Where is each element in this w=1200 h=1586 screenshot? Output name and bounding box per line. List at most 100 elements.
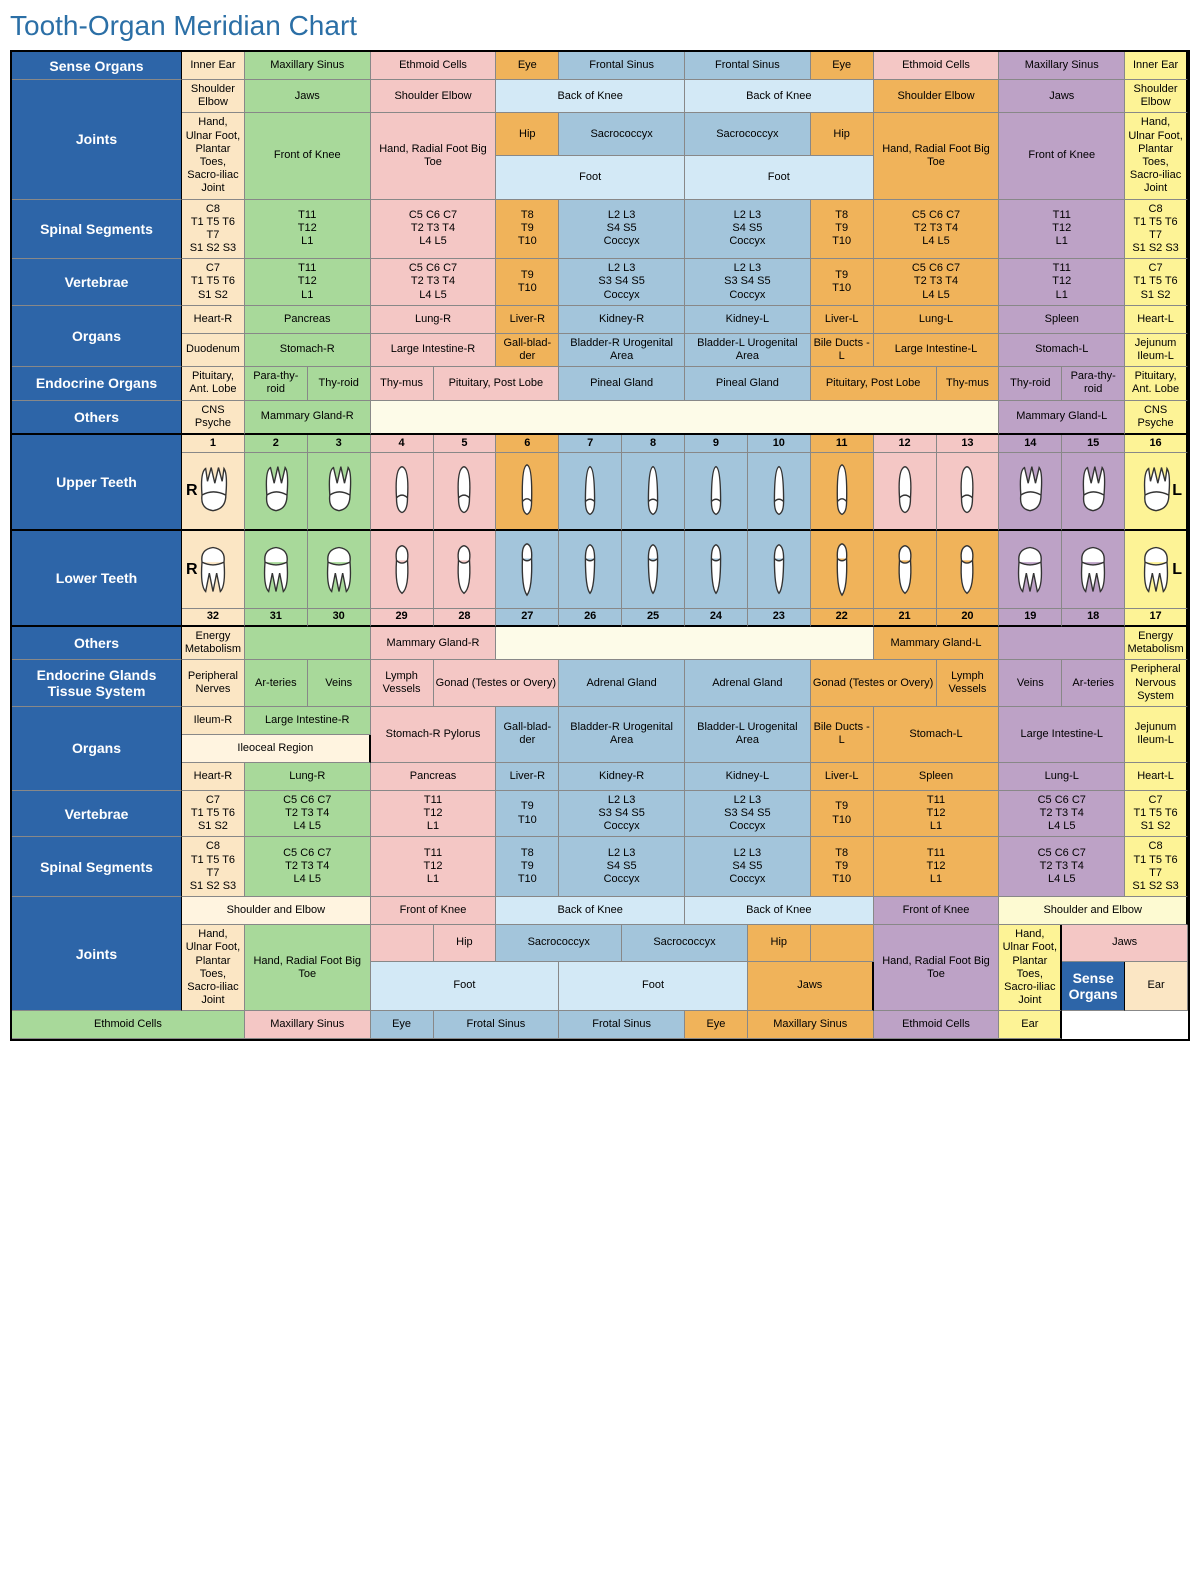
data-cell: Foot (685, 156, 874, 199)
data-cell: Heart-L (1125, 763, 1188, 791)
tooth-number: 9 (685, 435, 748, 453)
data-cell: Peripheral Nervous System (1125, 660, 1188, 707)
row-label: Others (12, 627, 182, 660)
data-cell: Hand, Ulnar Foot, Plantar Toes, Sacro-il… (999, 925, 1062, 1011)
data-cell: Large Intestine-R (371, 334, 497, 367)
data-cell: C8T1 T5 T6 T7S1 S2 S3 (1125, 837, 1188, 897)
data-cell: Mammary Gland-R (245, 401, 371, 435)
tooth-icon (811, 531, 874, 609)
data-cell: Sacrococcyx (559, 113, 685, 156)
data-cell: Pineal Gland (685, 367, 811, 400)
data-cell: Frontal Sinus (559, 52, 685, 80)
data-cell: C5 C6 C7T2 T3 T4L4 L5 (245, 791, 371, 838)
data-cell: Ear (999, 1011, 1062, 1039)
data-cell: Liver-R (496, 306, 559, 334)
tooth-number: 26 (559, 609, 622, 627)
data-cell: T11T12L1 (999, 200, 1125, 260)
data-cell: Adrenal Gland (685, 660, 811, 707)
data-cell: Eye (685, 1011, 748, 1039)
tooth-number: 3 (308, 435, 371, 453)
tooth-number: 28 (434, 609, 497, 627)
data-cell: C8T1 T5 T6 T7S1 S2 S3 (182, 200, 245, 260)
data-cell: T11T12L1 (874, 837, 1000, 897)
row-label: Endocrine Glands Tissue System (12, 660, 182, 707)
data-cell: Frontal Sinus (685, 52, 811, 80)
data-cell: Heart-R (182, 763, 245, 791)
data-cell: Lung-L (874, 306, 1000, 334)
data-cell: Maxillary Sinus (245, 1011, 371, 1039)
row-label: Organs (12, 707, 182, 791)
data-cell: Foot (371, 962, 560, 1012)
data-cell: Ethmoid Cells (12, 1011, 245, 1039)
data-cell: Kidney-L (685, 306, 811, 334)
data-cell: C7T1 T5 T6S1 S2 (182, 259, 245, 306)
data-cell: L2 L3S3 S4 S5Coccyx (559, 791, 685, 838)
data-cell: Back of Knee (685, 80, 874, 113)
data-cell: Bile Ducts -L (811, 334, 874, 367)
data-cell: Large Intestine-R (245, 707, 371, 735)
data-cell: Para-thy-roid (245, 367, 308, 400)
data-cell: Veins (999, 660, 1062, 707)
data-cell: Back of Knee (496, 80, 685, 113)
tooth-icon (811, 453, 874, 531)
data-cell: Heart-R (182, 306, 245, 334)
data-cell: Bladder-R Urogenital Area (559, 334, 685, 367)
tooth-icon (685, 453, 748, 531)
data-cell: L2 L3S4 S5Coccyx (559, 837, 685, 897)
row-label: Joints (12, 897, 182, 1011)
data-cell: T9T10 (811, 791, 874, 838)
tooth-icon (937, 531, 1000, 609)
data-cell: Jaws (999, 80, 1125, 113)
data-cell: Inner Ear (182, 52, 245, 80)
tooth-icon: R (182, 453, 245, 531)
data-cell: Energy Metabolism (1125, 627, 1188, 660)
data-cell: Pituitary, Ant. Lobe (1125, 367, 1188, 400)
data-cell: C7T1 T5 T6S1 S2 (182, 791, 245, 838)
tooth-icon (999, 453, 1062, 531)
data-cell: Ear (1125, 962, 1188, 1012)
data-cell: Sacrococcyx (496, 925, 622, 962)
tooth-icon (1062, 453, 1125, 531)
tooth-icon: L (1125, 453, 1188, 531)
data-cell: T11T12L1 (874, 791, 1000, 838)
data-cell: Maxillary Sinus (245, 52, 371, 80)
row-label: Vertebrae (12, 259, 182, 306)
tooth-number: 13 (937, 435, 1000, 453)
tooth-number: 29 (371, 609, 434, 627)
tooth-number: 4 (371, 435, 434, 453)
data-cell (245, 627, 371, 660)
data-cell: Kidney-L (685, 763, 811, 791)
tooth-number: 11 (811, 435, 874, 453)
row-label: Sense Organs (12, 52, 182, 80)
data-cell: Shoulder Elbow (371, 80, 497, 113)
tooth-icon (937, 453, 1000, 531)
data-cell: L2 L3S3 S4 S5Coccyx (685, 259, 811, 306)
data-cell: Para-thy-roid (1062, 367, 1125, 400)
data-cell: Stomach-L (874, 707, 1000, 763)
data-cell: Pancreas (371, 763, 497, 791)
data-cell: Hand, Radial Foot Big Toe (874, 113, 1000, 199)
tooth-number: 31 (245, 609, 308, 627)
data-cell: Thy-roid (308, 367, 371, 400)
data-cell: T11T12L1 (245, 200, 371, 260)
data-cell: Hand, Radial Foot Big Toe (874, 925, 1000, 1011)
tooth-number: 16 (1125, 435, 1188, 453)
tooth-icon (559, 531, 622, 609)
tooth-number: 6 (496, 435, 559, 453)
data-cell: CNS Psyche (1125, 401, 1188, 435)
tooth-icon (622, 453, 685, 531)
data-cell: Jaws (748, 962, 874, 1012)
data-cell: T11T12L1 (999, 259, 1125, 306)
data-cell: Frotal Sinus (559, 1011, 685, 1039)
data-cell: Ethmoid Cells (874, 52, 1000, 80)
data-cell: Front of Knee (245, 113, 371, 199)
data-cell: Jejunum Ileum-L (1125, 334, 1188, 367)
data-cell: Large Intestine-L (874, 334, 1000, 367)
data-cell: Shoulder Elbow (182, 80, 245, 113)
data-cell: C7T1 T5 T6S1 S2 (1125, 259, 1188, 306)
data-cell (496, 627, 873, 660)
tooth-number: 23 (748, 609, 811, 627)
tooth-icon (308, 453, 371, 531)
tooth-number: 24 (685, 609, 748, 627)
data-cell: Lymph Vessels (937, 660, 1000, 707)
